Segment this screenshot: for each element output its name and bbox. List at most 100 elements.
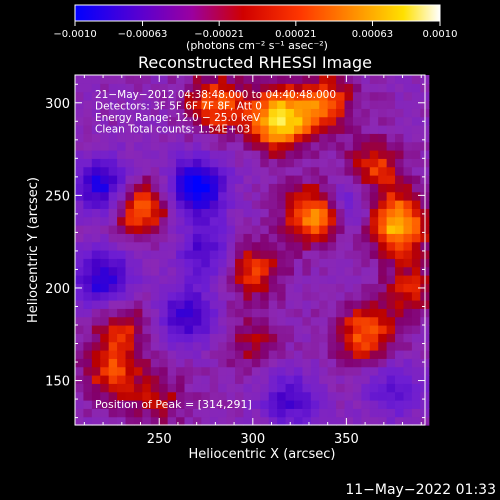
heatmap-pixel [403, 350, 413, 359]
heatmap-pixel [310, 141, 320, 151]
heatmap-pixel [209, 300, 219, 309]
heatmap-pixel [411, 400, 421, 409]
heatmap-pixel [277, 241, 287, 251]
heatmap-pixel [108, 191, 118, 201]
heatmap-pixel [125, 391, 135, 401]
heatmap-pixel [336, 108, 346, 118]
heatmap-pixel [83, 158, 93, 168]
heatmap-pixel [386, 250, 396, 259]
heatmap-pixel [319, 208, 329, 218]
heatmap-pixel [83, 200, 93, 209]
heatmap-pixel [167, 316, 177, 326]
heatmap-pixel [251, 366, 261, 376]
heatmap-pixel [176, 391, 186, 401]
heatmap-pixel [268, 275, 278, 284]
heatmap-pixel [226, 175, 236, 184]
heatmap-pixel [150, 391, 160, 401]
heatmap-pixel [209, 133, 219, 143]
heatmap-pixel [218, 341, 228, 351]
heatmap-pixel [293, 216, 303, 226]
heatmap-pixel [192, 350, 202, 359]
heatmap-pixel [277, 316, 287, 326]
heatmap-pixel [327, 250, 337, 259]
heatmap-pixel [83, 416, 93, 426]
heatmap-pixel [100, 283, 110, 293]
heatmap-pixel [218, 275, 228, 284]
heatmap-pixel [378, 391, 388, 401]
heatmap-pixel [243, 350, 253, 359]
heatmap-pixel [260, 275, 270, 284]
heatmap-pixel [117, 225, 127, 234]
heatmap-pixel [293, 158, 303, 168]
heatmap-pixel [352, 333, 362, 343]
heatmap-pixel [235, 200, 245, 209]
heatmap-pixel [336, 291, 346, 301]
heatmap-pixel [395, 150, 405, 159]
heatmap-pixel [218, 225, 228, 234]
heatmap-pixel [302, 116, 312, 126]
heatmap-pixel [150, 400, 160, 409]
heatmap-pixel [184, 166, 194, 176]
heatmap-pixel [285, 225, 295, 234]
heatmap-pixel [260, 258, 270, 268]
heatmap-pixel [378, 75, 388, 84]
heatmap-pixel [142, 291, 152, 301]
heatmap-pixel [100, 233, 110, 243]
heatmap-pixel [361, 83, 371, 93]
heatmap-pixel [91, 341, 101, 351]
heatmap-pixel [83, 275, 93, 284]
heatmap-pixel [209, 283, 219, 293]
heatmap-pixel [327, 291, 337, 301]
heatmap-pixel [226, 316, 236, 326]
heatmap-pixel [310, 316, 320, 326]
heatmap-pixel [293, 116, 303, 126]
heatmap-pixel [336, 216, 346, 226]
heatmap-pixel [226, 275, 236, 284]
heatmap-pixel [395, 91, 405, 101]
heatmap-pixel [201, 308, 211, 318]
heatmap-pixel [260, 358, 270, 368]
heatmap-pixel [91, 241, 101, 251]
heatmap-pixel [344, 416, 354, 426]
heatmap-pixel [150, 108, 160, 118]
heatmap-pixel [386, 183, 396, 193]
heatmap-pixel [218, 141, 228, 151]
heatmap-pixel [369, 208, 379, 218]
heatmap-pixel [336, 416, 346, 426]
heatmap-pixel [277, 183, 287, 193]
heatmap-pixel [176, 166, 186, 176]
heatmap-pixel [319, 216, 329, 226]
heatmap-pixel [251, 375, 261, 384]
heatmap-pixel [142, 266, 152, 276]
heatmap-pixel [150, 325, 160, 334]
heatmap-pixel [268, 291, 278, 301]
heatmap-pixel [243, 283, 253, 293]
heatmap-pixel [209, 400, 219, 409]
heatmap-pixel [369, 283, 379, 293]
heatmap-pixel [83, 400, 93, 409]
heatmap-pixel [386, 175, 396, 184]
heatmap-pixel [100, 166, 110, 176]
heatmap-pixel [277, 216, 287, 226]
heatmap-pixel [302, 383, 312, 393]
heatmap-pixel [352, 275, 362, 284]
heatmap-pixel [319, 200, 329, 209]
heatmap-pixel [184, 91, 194, 101]
heatmap-pixel [235, 358, 245, 368]
heatmap-pixel [344, 200, 354, 209]
heatmap-pixel [201, 375, 211, 384]
heatmap-pixel [100, 158, 110, 168]
heatmap-pixel [91, 208, 101, 218]
heatmap-pixel [159, 341, 169, 351]
heatmap-pixel [277, 158, 287, 168]
heatmap-pixel [167, 375, 177, 384]
heatmap-pixel [277, 141, 287, 151]
heatmap-pixel [218, 241, 228, 251]
heatmap-pixel [91, 266, 101, 276]
heatmap-pixel [133, 200, 143, 209]
heatmap-pixel [125, 408, 135, 418]
heatmap-pixel [251, 166, 261, 176]
heatmap-pixel [395, 408, 405, 418]
heatmap-pixel [285, 100, 295, 109]
heatmap-pixel [218, 333, 228, 343]
